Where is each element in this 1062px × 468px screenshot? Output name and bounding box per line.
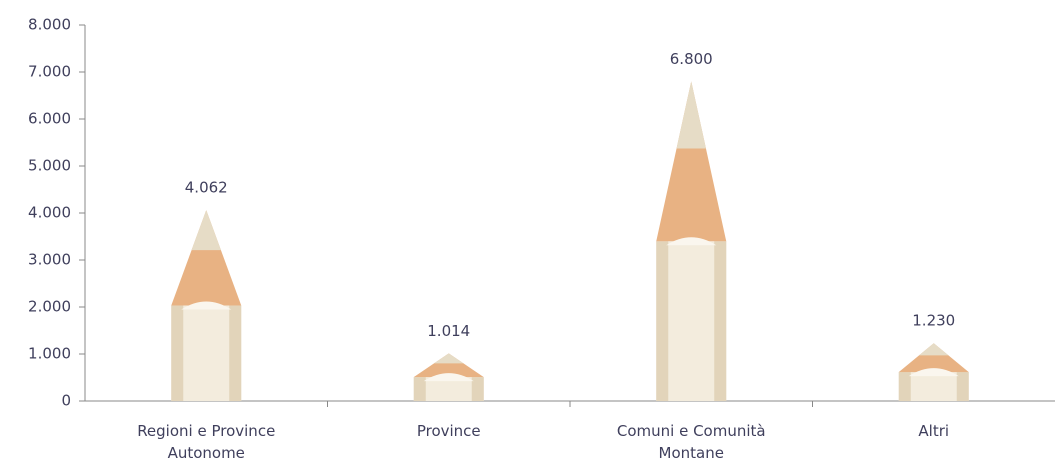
pencil-scallop [908, 368, 959, 377]
pencil-side [656, 241, 669, 401]
pencil-lead [676, 81, 706, 149]
y-tick-label: 2.000 [28, 298, 71, 316]
pencil [656, 81, 727, 401]
pencil-side [229, 305, 242, 401]
pencil-side [471, 377, 484, 401]
pencil-wood [171, 210, 242, 306]
pencil [898, 343, 969, 401]
pencil-side [956, 372, 969, 401]
pencil [171, 210, 242, 401]
pencil-wood [898, 343, 969, 373]
y-tick-label: 4.000 [28, 204, 71, 222]
y-tick-label: 5.000 [28, 157, 71, 175]
value-label: 6.800 [670, 50, 713, 68]
pencil-side [898, 372, 911, 401]
pencil [413, 353, 484, 401]
y-tick-label: 7.000 [28, 63, 71, 81]
y-tick-label: 0 [61, 392, 71, 410]
value-label: 1.230 [912, 312, 955, 330]
pencil-wood [413, 353, 484, 378]
pencil-side [714, 241, 727, 401]
x-tick-label: Altri [918, 422, 950, 440]
value-label: 1.014 [427, 322, 470, 340]
pencil-scallop [423, 373, 474, 382]
x-tick-label: Comuni e Comunità Montane [616, 422, 766, 462]
pencil-lead [191, 210, 221, 251]
pencil-side [171, 305, 184, 401]
pencil-scallop [181, 301, 232, 310]
y-tick-label: 3.000 [28, 251, 71, 269]
x-tick-label: Province [416, 422, 481, 440]
x-tick-label: Regioni e Province Autonome [137, 422, 276, 462]
pencil-side [413, 377, 426, 401]
pencil-body [413, 377, 484, 401]
pencil-scallop [666, 237, 717, 246]
y-tick-label: 1.000 [28, 345, 71, 363]
y-tick-label: 8.000 [28, 16, 71, 34]
pencil-wood [656, 81, 727, 242]
value-label: 4.062 [185, 179, 228, 197]
y-tick-label: 6.000 [28, 110, 71, 128]
pencil-lead [434, 353, 464, 364]
pencil-lead [919, 343, 949, 356]
